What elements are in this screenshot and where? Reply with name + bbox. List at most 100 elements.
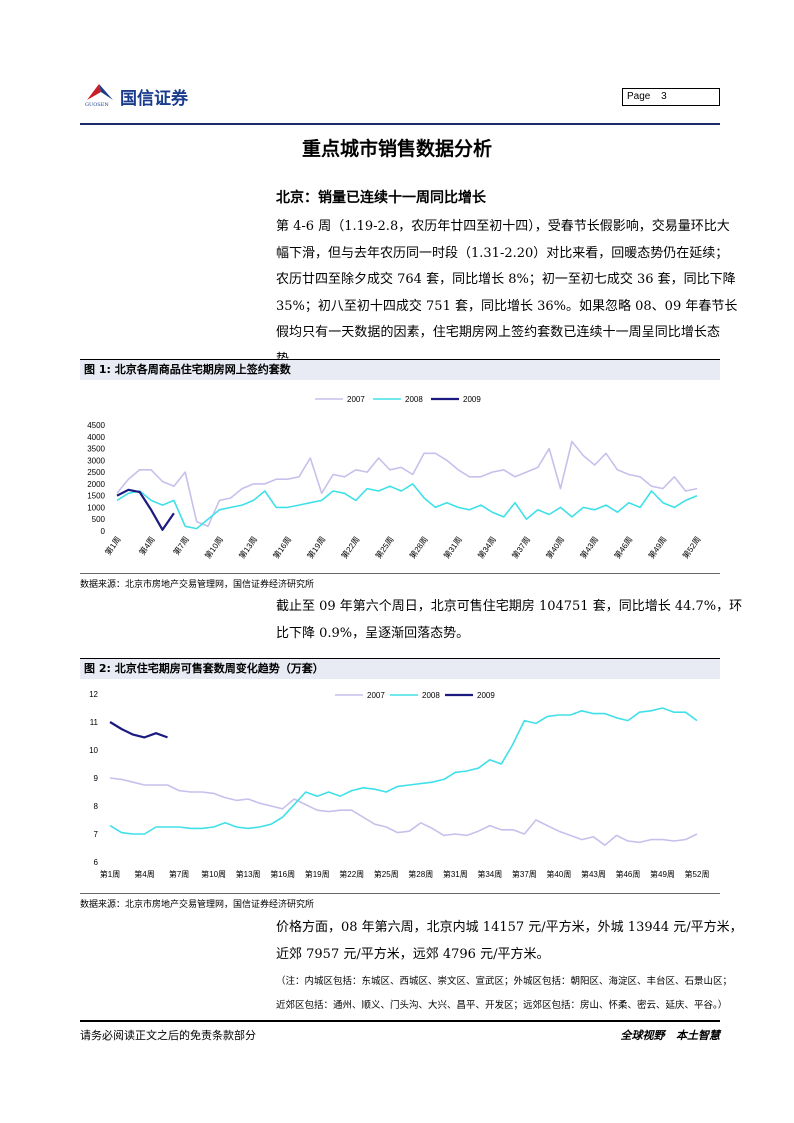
legend-label: 2007 <box>367 691 385 700</box>
y-tick-label: 1000 <box>87 503 105 512</box>
series-line <box>116 488 175 531</box>
x-tick-label: 第34周 <box>475 534 497 560</box>
source: 数据来源：北京市房地产交易管理网，国信证券经济研究所 <box>80 893 720 910</box>
text-line: 第 4-6 周（1.19-2.8，农历年廿四至初十四），受春节长假影响，交易量环… <box>276 219 730 234</box>
y-tick-label: 3500 <box>87 445 105 454</box>
x-tick-label: 第16周 <box>271 534 293 560</box>
note-line: （注：内城区包括：东城区、西城区、崇文区、宣武区；外城区包括：朝阳区、海淀区、丰… <box>276 976 733 987</box>
text-line: 截止至 09 年第六个周日，北京可售住宅期房 104751 套，同比增长 44.… <box>276 599 743 614</box>
legend-label: 2008 <box>405 395 423 404</box>
page-label: Page <box>627 91 651 102</box>
chart: 6789101112第1周 第4周 第7周 第10周 第13周 第16周 第19周 第22周第… <box>89 690 710 879</box>
x-tick-label: 第46周 <box>612 534 634 560</box>
x-tick-label: 第52周 <box>685 869 710 879</box>
text-line: 幅下滑，但与去年农历同一时段（1.31-2.20）对比来看，回暖态势仍在延续； <box>276 245 729 261</box>
header-rule <box>80 123 720 125</box>
x-tick-label: 第25周 <box>374 869 399 879</box>
x-tick-label: 第16周 <box>270 869 295 879</box>
x-tick-label: 第7周 <box>171 534 191 556</box>
x-tick-label: 第10周 <box>201 869 226 879</box>
legend-label: 2009 <box>477 691 495 700</box>
logo-en: GUOSEN <box>85 102 109 108</box>
x-tick-label: 第19周 <box>305 869 330 879</box>
x-tick-label: 第22周 <box>339 869 364 879</box>
y-tick-label: 4000 <box>87 433 105 442</box>
y-tick-label: 3000 <box>87 456 105 465</box>
x-tick-label: 第34周 <box>477 869 502 879</box>
x-tick-label: 第28周 <box>407 534 429 560</box>
series-line <box>109 777 698 846</box>
series-line <box>116 483 698 530</box>
x-tick-label: 第31周 <box>443 869 468 879</box>
text-line: 假均只有一天数据的因素，住宅期房网上签约套数已连续十一周呈同比增长态 <box>276 325 720 341</box>
y-tick-label: 500 <box>92 515 106 524</box>
x-tick-label: 第37周 <box>510 534 532 560</box>
x-tick-label: 第40周 <box>544 534 566 560</box>
title: 重点城市销售数据分析 <box>301 138 492 160</box>
logo-mark <box>87 84 113 100</box>
x-tick-label: 第7周 <box>169 869 189 879</box>
figure-caption: 图 1: 北京各周商品住宅期房网上签约套数 <box>80 359 720 380</box>
x-tick-label: 第49周 <box>646 534 668 560</box>
text-line: 近郊 7957 元/平方米，远郊 4796 元/平方米。 <box>276 946 550 962</box>
x-tick-label: 第43周 <box>578 534 600 560</box>
figure-caption: 图 2: 北京住宅期房可售套数周变化趋势（万套） <box>80 658 720 679</box>
y-tick-label: 11 <box>90 718 99 727</box>
footer-rule <box>80 1020 720 1022</box>
paragraph: 第 4-6 周（1.19-2.8，农历年廿四至初十四），受春节长假影响，交易量环… <box>276 214 738 374</box>
series-line <box>109 707 698 835</box>
y-tick-label: 10 <box>89 746 98 755</box>
x-tick-label: 第49周 <box>650 869 675 879</box>
x-tick-label: 第4周 <box>137 534 157 556</box>
logo-text: 国信证券 <box>120 89 188 109</box>
footer-left: 请务必阅读正文之后的免责条款部分 <box>80 1029 256 1042</box>
x-tick-label: 第28周 <box>408 869 433 879</box>
x-tick-label: 第22周 <box>339 534 361 560</box>
x-tick-label: 第4周 <box>134 869 154 879</box>
paragraph: 价格方面，08 年第六周，北京内城 14157 元/平方米，外城 13944 元… <box>276 915 743 968</box>
y-tick-label: 12 <box>89 690 98 699</box>
y-tick-label: 9 <box>94 774 99 783</box>
legend-label: 2008 <box>422 691 440 700</box>
y-tick-label: 2500 <box>87 468 105 477</box>
x-tick-label: 第46周 <box>615 869 640 879</box>
note: （注：内城区包括：东城区、西城区、崇文区、宣武区；外城区包括：朝阳区、海淀区、丰… <box>276 970 732 1018</box>
text-line: 价格方面，08 年第六周，北京内城 14157 元/平方米，外城 13944 元… <box>276 920 743 935</box>
x-tick-label: 第52周 <box>680 534 702 560</box>
text-line: 农历廿四至除夕成交 764 套，同比增长 8%；初一至初七成交 36 套，同比下… <box>276 272 736 288</box>
page-box: Page 3 <box>622 88 720 106</box>
x-tick-label: 第43周 <box>581 869 606 879</box>
note-line: 近郊区包括：通州、顺义、门头沟、大兴、昌平、开发区；远郊区包括：房山、怀柔、密云… <box>276 1000 728 1011</box>
chart: 050010001500200025003000350040004500第1周第… <box>87 395 702 561</box>
legend-label: 2007 <box>347 395 365 404</box>
y-tick-label: 6 <box>94 858 99 867</box>
text-line: 35%；初八至初十四成交 751 套，同比增长 36%。如果忽略 08、09 年… <box>276 298 738 314</box>
figure-title: 图 2: 北京住宅期房可售套数周变化趋势（万套） <box>84 662 324 675</box>
x-tick-label: 第31周 <box>441 534 463 560</box>
y-tick-label: 7 <box>94 830 99 839</box>
y-tick-label: 0 <box>101 527 106 536</box>
source: 数据来源：北京市房地产交易管理网，国信证券经济研究所 <box>80 573 720 590</box>
figure-title: 图 1: 北京各周商品住宅期房网上签约套数 <box>84 363 291 376</box>
legend-label: 2009 <box>463 395 481 404</box>
y-tick-label: 2000 <box>87 480 105 489</box>
logo: 国信证券 GUOSEN <box>85 80 205 110</box>
y-tick-label: 4500 <box>87 421 105 430</box>
x-tick-label: 第19周 <box>305 534 327 560</box>
x-tick-label: 第37周 <box>512 869 537 879</box>
series-line <box>109 721 168 739</box>
x-tick-label: 第1周 <box>103 534 123 556</box>
series-line <box>116 440 698 528</box>
footer-right: 全球视野 本土智慧 <box>620 1029 721 1042</box>
x-tick-label: 第13周 <box>237 534 259 560</box>
x-tick-label: 第25周 <box>373 534 395 560</box>
x-tick-label: 第40周 <box>546 869 571 879</box>
x-tick-label: 第10周 <box>203 534 225 560</box>
y-tick-label: 8 <box>94 802 99 811</box>
text-line: 比下降 0.9%，呈逐渐回落态势。 <box>276 625 470 641</box>
x-tick-label: 第13周 <box>236 869 261 879</box>
page-number: 3 <box>661 91 667 102</box>
x-tick-label: 第1周 <box>100 869 120 879</box>
y-tick-label: 1500 <box>87 492 105 501</box>
